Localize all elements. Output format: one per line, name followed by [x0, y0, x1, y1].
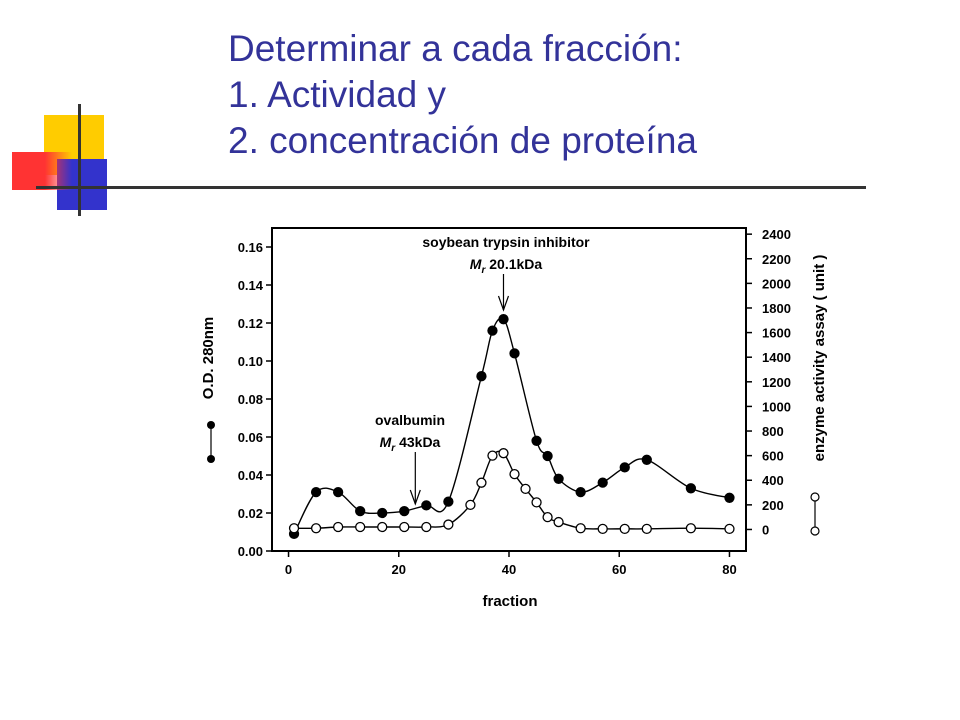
enzyme-activity-point [642, 524, 651, 533]
right-y-tick-label: 600 [762, 449, 784, 464]
od280-point [532, 436, 541, 445]
od280-point [356, 507, 365, 516]
left-y-tick-label: 0.10 [238, 354, 263, 369]
right-y-tick-label: 1800 [762, 301, 791, 316]
enzyme-activity-point [576, 524, 585, 533]
left-y-tick-label: 0.02 [238, 506, 263, 521]
enzyme-activity-point [532, 498, 541, 507]
right-y-tick-label: 400 [762, 473, 784, 488]
enzyme-activity-point [521, 484, 530, 493]
enzyme-activity-point [334, 523, 343, 532]
right-y-tick-label: 2200 [762, 252, 791, 267]
enzyme-activity-point [422, 523, 431, 532]
soybean-trypsin-inhibitor-arrow [498, 274, 508, 310]
right-y-tick-label: 1200 [762, 375, 791, 390]
od280-point [686, 484, 695, 493]
right-y-tick-label: 1400 [762, 350, 791, 365]
od280-point [576, 488, 585, 497]
enzyme-activity-point [312, 524, 321, 533]
x-tick-label: 60 [612, 562, 626, 577]
left-y-tick-label: 0.12 [238, 316, 263, 331]
left-y-tick-label: 0.16 [238, 240, 263, 255]
enzyme-activity-point [499, 449, 508, 458]
enzyme-activity-point [290, 524, 299, 533]
od280-point [334, 488, 343, 497]
ovalbumin-mass-label: Mr 43kDa [380, 434, 441, 454]
enzyme-activity-point [543, 513, 552, 522]
od280-point [378, 509, 387, 518]
od280-point [488, 326, 497, 335]
right-y-tick-label: 200 [762, 498, 784, 513]
enzyme-activity-point [598, 524, 607, 533]
od280-point [554, 474, 563, 483]
x-tick-label: 0 [285, 562, 292, 577]
left-y-tick-label: 0.06 [238, 430, 263, 445]
od280-point [422, 501, 431, 510]
soybean-trypsin-inhibitor-label: soybean trypsin inhibitor [422, 234, 590, 250]
ovalbumin-label: ovalbumin [375, 412, 445, 428]
right-y-tick-label: 1600 [762, 326, 791, 341]
enzyme-activity-point [378, 523, 387, 532]
od280-point [642, 455, 651, 464]
enzyme-activity-point [444, 520, 453, 529]
enzyme-activity-point [356, 523, 365, 532]
soybean-trypsin-inhibitor-mass-label: Mr 20.1kDa [470, 256, 543, 276]
left-axis-legend [207, 421, 215, 463]
enzyme-activity-point [466, 500, 475, 509]
od280-point [312, 488, 321, 497]
enzyme-activity-point [488, 451, 497, 460]
enzyme-activity-point [554, 518, 563, 527]
right-y-tick-label: 2400 [762, 227, 791, 242]
od280-point [499, 315, 508, 324]
right-y-tick-label: 0 [762, 522, 769, 537]
od280-point [510, 349, 519, 358]
left-y-axis-label: O.D. 280nm [200, 317, 217, 400]
enzyme-activity-point [620, 524, 629, 533]
x-tick-label: 80 [722, 562, 736, 577]
ovalbumin-arrow [410, 452, 420, 504]
left-y-tick-label: 0.04 [238, 468, 264, 483]
plot-frame [272, 228, 746, 551]
od280-point [400, 507, 409, 516]
od280-point [477, 372, 486, 381]
od280-point [725, 493, 734, 502]
right-y-tick-label: 2000 [762, 276, 791, 291]
enzyme-activity-point [510, 470, 519, 479]
left-y-tick-label: 0.08 [238, 392, 263, 407]
enzyme-activity-point [725, 524, 734, 533]
right-y-tick-label: 800 [762, 424, 784, 439]
right-y-tick-label: 1000 [762, 399, 791, 414]
enzyme-activity-point [477, 478, 486, 487]
left-y-tick-label: 0.00 [238, 544, 263, 559]
enzyme-activity-point [400, 523, 409, 532]
right-axis-legend [811, 493, 819, 535]
left-y-tick-label: 0.14 [238, 278, 264, 293]
od280-point [444, 497, 453, 506]
x-tick-label: 40 [502, 562, 516, 577]
right-y-axis-label: enzyme activity assay ( unit ) [811, 255, 828, 462]
x-axis-label: fraction [482, 593, 537, 610]
od280-point [543, 452, 552, 461]
od280-point [620, 463, 629, 472]
enzyme-activity-point [686, 524, 695, 533]
enzyme-activity-line [294, 451, 729, 529]
od280-point [598, 478, 607, 487]
x-tick-label: 20 [392, 562, 406, 577]
